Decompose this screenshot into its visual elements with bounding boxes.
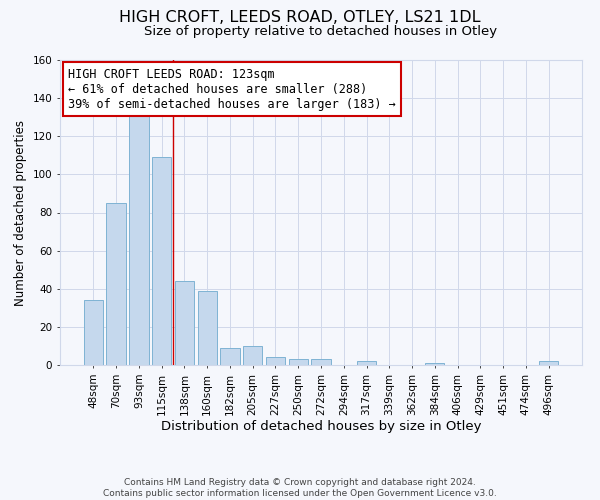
Bar	[539, 361, 558, 365]
Bar	[175, 281, 194, 365]
Text: HIGH CROFT, LEEDS ROAD, OTLEY, LS21 1DL: HIGH CROFT, LEEDS ROAD, OTLEY, LS21 1DL	[119, 10, 481, 25]
Title: Size of property relative to detached houses in Otley: Size of property relative to detached ho…	[145, 25, 497, 38]
Bar	[197, 290, 217, 365]
Bar	[425, 363, 445, 365]
Bar	[289, 360, 308, 365]
Bar	[220, 348, 239, 365]
Y-axis label: Number of detached properties: Number of detached properties	[14, 120, 27, 306]
Bar	[357, 361, 376, 365]
Bar	[106, 203, 126, 365]
X-axis label: Distribution of detached houses by size in Otley: Distribution of detached houses by size …	[161, 420, 481, 434]
Text: Contains HM Land Registry data © Crown copyright and database right 2024.
Contai: Contains HM Land Registry data © Crown c…	[103, 478, 497, 498]
Bar	[311, 360, 331, 365]
Bar	[129, 116, 149, 365]
Bar	[243, 346, 262, 365]
Bar	[266, 358, 285, 365]
Bar	[152, 157, 172, 365]
Text: HIGH CROFT LEEDS ROAD: 123sqm
← 61% of detached houses are smaller (288)
39% of : HIGH CROFT LEEDS ROAD: 123sqm ← 61% of d…	[68, 68, 395, 110]
Bar	[84, 300, 103, 365]
